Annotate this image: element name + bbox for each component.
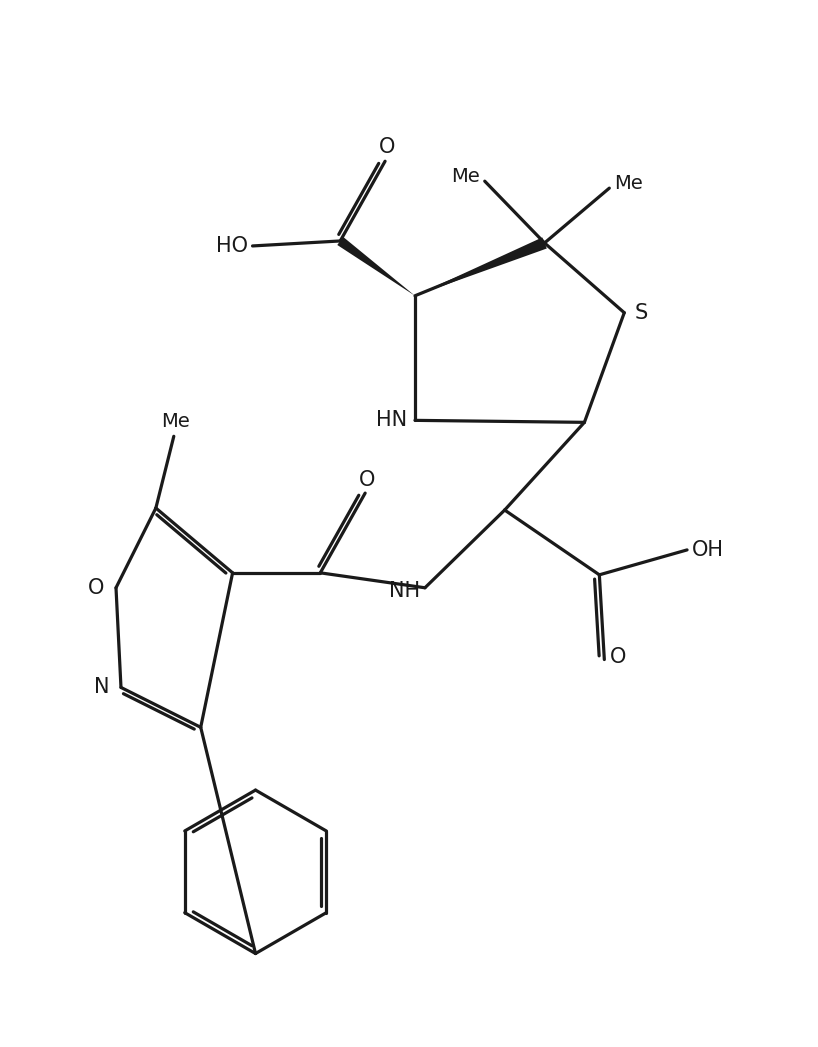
Text: HO: HO bbox=[216, 236, 248, 255]
Text: OH: OH bbox=[692, 540, 724, 560]
Text: O: O bbox=[88, 578, 104, 598]
Text: Me: Me bbox=[451, 166, 480, 185]
Polygon shape bbox=[415, 238, 546, 295]
Text: O: O bbox=[379, 137, 395, 157]
Text: Me: Me bbox=[614, 174, 643, 193]
Text: S: S bbox=[634, 303, 648, 322]
Text: O: O bbox=[359, 470, 375, 490]
Text: NH: NH bbox=[389, 581, 420, 601]
Text: N: N bbox=[93, 677, 109, 697]
Text: O: O bbox=[610, 647, 627, 667]
Polygon shape bbox=[337, 237, 415, 295]
Text: Me: Me bbox=[161, 411, 190, 431]
Text: HN: HN bbox=[376, 410, 407, 430]
